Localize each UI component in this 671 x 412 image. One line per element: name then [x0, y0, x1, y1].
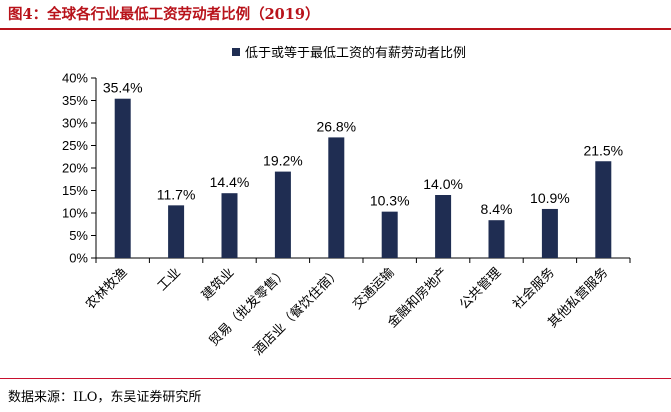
data-label: 14.0% [423, 176, 463, 192]
data-label: 26.8% [316, 118, 356, 134]
bar [221, 193, 238, 258]
bar [328, 137, 345, 258]
legend: 低于或等于最低工资的有薪劳动者比例 [232, 45, 466, 61]
data-label: 10.3% [370, 193, 410, 209]
y-tick-label: 20% [62, 161, 88, 176]
data-label: 19.2% [263, 153, 303, 169]
bar [541, 208, 558, 258]
y-tick-label: 0% [69, 251, 88, 266]
y-tick-label: 25% [62, 138, 88, 153]
data-label: 11.7% [157, 186, 196, 202]
category-label: 交通运输 [349, 265, 397, 313]
category-label: 农林牧渔 [83, 265, 130, 312]
legend-entry: 低于或等于最低工资的有薪劳动者比例 [245, 45, 466, 61]
y-tick-label: 30% [62, 116, 88, 131]
y-tick-label: 10% [62, 206, 88, 221]
bar [595, 161, 612, 258]
category-label: 社会服务 [510, 265, 558, 313]
bar-chart: 低于或等于最低工资的有薪劳动者比例 0% 5% 10% 15% 20% 25% 30% 35%… [62, 45, 631, 359]
data-label: 35.4% [103, 80, 143, 96]
category-label: 酒店业（餐饮住宿） [250, 265, 344, 359]
title-divider [0, 28, 671, 30]
bar [274, 171, 291, 258]
data-labels: 35.4% 11.7% 14.4% 19.2% 26.8% 10.3% 14.0% 8.4% 1… [103, 80, 623, 218]
category-label: 建筑业 [198, 265, 237, 304]
figure-title: 图4：全球各行业最低工资劳动者比例（2019） [8, 6, 320, 23]
bar [381, 211, 398, 258]
y-tick-label: 40% [62, 71, 88, 86]
data-label: 10.9% [530, 190, 570, 206]
bar [435, 195, 452, 258]
y-tick-label: 35% [62, 93, 88, 108]
y-tick-label: 15% [62, 183, 88, 198]
data-label: 21.5% [583, 142, 623, 158]
source-note: 数据来源：ILO，东吴证券研究所 [8, 390, 202, 405]
bar [168, 205, 185, 258]
category-label: 工业 [155, 265, 184, 294]
y-tick-label: 5% [69, 228, 88, 243]
legend-swatch [232, 48, 240, 56]
data-label: 14.4% [210, 174, 250, 190]
bars [114, 98, 612, 258]
bar [488, 220, 505, 258]
bar [114, 98, 131, 258]
source-divider [0, 378, 671, 379]
category-label: 公共管理 [457, 265, 504, 312]
y-axis: 0% 5% 10% 15% 20% 25% 30% 35% 40% [62, 71, 97, 266]
x-axis [95, 257, 631, 263]
data-label: 8.4% [481, 201, 513, 217]
